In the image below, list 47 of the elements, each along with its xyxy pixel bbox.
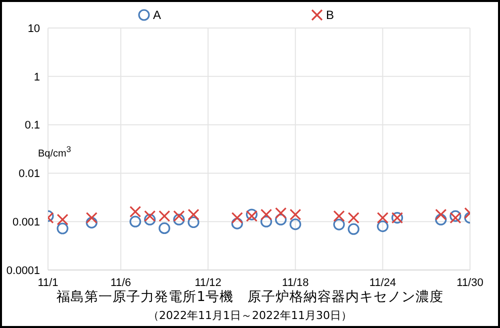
point: [158, 222, 170, 234]
x-tick-label: 11/30: [456, 276, 484, 289]
x-tick-label: 11/6: [110, 276, 132, 289]
point: [275, 214, 287, 226]
point: [130, 206, 142, 218]
point: [435, 214, 447, 226]
point: [188, 216, 200, 228]
point: [188, 208, 200, 220]
y-tick-label: 0.0001: [6, 264, 40, 277]
text: （2022年11月1日～2022年11月30日）: [147, 308, 353, 323]
y-axis-title: Bq/cm$^{3}$: [38, 144, 71, 160]
point: [435, 208, 447, 220]
point: [144, 210, 156, 222]
x-tick-label: 11/24: [369, 276, 396, 289]
point: [173, 210, 185, 222]
point: [144, 214, 156, 226]
point: [333, 210, 345, 222]
point: [231, 218, 243, 230]
point: [130, 216, 142, 228]
y-tick-label: 1: [34, 71, 40, 84]
point: [376, 220, 388, 232]
point: [290, 218, 302, 230]
point: [348, 212, 360, 224]
y-tick-label: 0.01: [18, 168, 40, 180]
y-tick-label: 0.1: [24, 120, 40, 132]
point: [290, 208, 302, 220]
x-tick-label: 11/12: [194, 276, 222, 289]
point: [56, 222, 68, 234]
point: [158, 210, 170, 222]
point: [260, 208, 272, 220]
legend-label: A: [152, 8, 161, 22]
point: [275, 207, 287, 219]
point: [86, 212, 98, 224]
point: [173, 214, 185, 226]
text: 福島第一原子力発電所1号機 原子炉格納容器内キセノン濃度: [56, 288, 444, 306]
legend-label: B: [325, 8, 334, 22]
point: [333, 218, 345, 230]
x-tick-label: 11/1: [38, 276, 58, 289]
y-tick-label: 10: [28, 22, 40, 35]
point: [56, 214, 68, 226]
x-tick-label: 11/18: [282, 276, 309, 289]
point: [231, 212, 243, 224]
y-tick-label: 0.001: [12, 216, 40, 229]
point: [86, 216, 98, 228]
point: [348, 223, 360, 235]
point: [376, 212, 388, 224]
point: [260, 216, 272, 228]
